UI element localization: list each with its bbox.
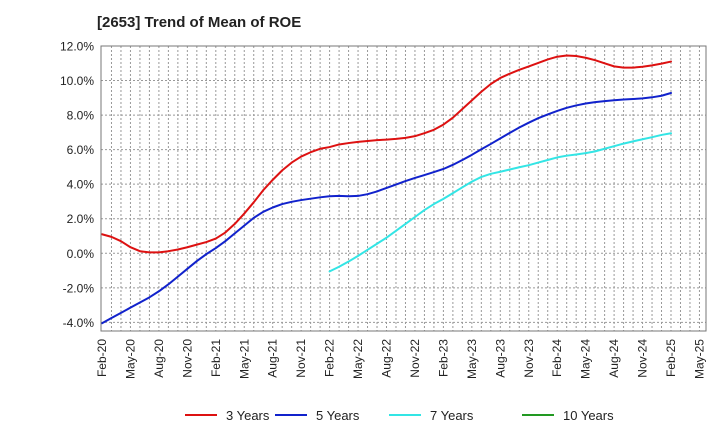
x-tick-label: May-22 <box>351 339 365 379</box>
x-tick-label: May-20 <box>123 339 137 379</box>
y-tick-label: -4.0% <box>63 316 95 330</box>
grid-lines <box>101 45 706 331</box>
series-line-3-years <box>101 54 672 254</box>
legend-item-7-years: 7 Years <box>389 405 473 425</box>
plot-area-border <box>100 45 707 332</box>
legend-swatch-3-years <box>185 414 217 416</box>
x-tick-label: Nov-24 <box>636 339 650 378</box>
legend-swatch-5-years <box>275 414 307 416</box>
x-tick-label: Nov-22 <box>408 339 422 378</box>
x-tick-label: May-24 <box>579 339 593 379</box>
legend-item-5-years: 5 Years <box>275 405 359 425</box>
legend-label: 7 Years <box>430 407 474 423</box>
legend-label: 3 Years <box>226 407 270 423</box>
x-tick-label: Feb-23 <box>436 339 450 377</box>
x-tick-label: Feb-25 <box>664 339 678 377</box>
legend: 3 Years 5 Years 7 Years 10 Years <box>0 405 720 425</box>
x-tick-label: Aug-21 <box>266 339 280 378</box>
y-axis-tick-labels: 12.0% 10.0% 8.0% 6.0% 4.0% 2.0% 0.0% -2.0% -4.0% <box>60 40 94 330</box>
x-tick-label: Aug-24 <box>607 339 621 378</box>
chart-title: [2653] Trend of Mean of ROE <box>97 14 302 31</box>
x-tick-label: Aug-23 <box>493 339 507 378</box>
x-tick-label: Feb-24 <box>550 339 564 377</box>
x-tick-label: Feb-22 <box>323 339 337 377</box>
x-tick-label: Feb-21 <box>209 339 223 377</box>
series-line-5-years <box>101 91 672 325</box>
y-tick-label: 4.0% <box>67 178 95 192</box>
x-axis-tick-labels: Feb-20 May-20 Aug-20 Nov-20 Feb-21 May-21 Aug-… <box>95 339 706 379</box>
legend-label: 5 Years <box>316 407 360 423</box>
x-tick-label: May-23 <box>465 339 479 379</box>
x-tick-label: Nov-23 <box>522 339 536 378</box>
series-lines <box>101 54 672 325</box>
legend-item-10-years: 10 Years <box>522 405 614 425</box>
legend-item-3-years: 3 Years <box>185 405 269 425</box>
y-tick-label: 6.0% <box>67 143 95 157</box>
x-tick-label: Aug-20 <box>152 339 166 378</box>
x-tick-label: Aug-22 <box>380 339 394 378</box>
y-tick-label: -2.0% <box>63 281 95 295</box>
y-tick-label: 8.0% <box>67 109 95 123</box>
y-tick-label: 12.0% <box>60 40 94 54</box>
series-line-7-years <box>328 132 672 273</box>
x-tick-label: May-25 <box>692 339 706 379</box>
x-tick-label: Feb-20 <box>95 339 109 377</box>
x-tick-label: Nov-20 <box>180 339 194 378</box>
legend-label: 10 Years <box>563 407 614 423</box>
legend-swatch-7-years <box>389 414 421 416</box>
y-tick-label: 10.0% <box>60 74 94 88</box>
x-tick-label: May-21 <box>237 339 251 379</box>
legend-swatch-10-years <box>522 414 554 416</box>
y-tick-label: 0.0% <box>67 247 95 261</box>
x-tick-label: Nov-21 <box>294 339 308 378</box>
y-tick-label: 2.0% <box>67 212 95 226</box>
